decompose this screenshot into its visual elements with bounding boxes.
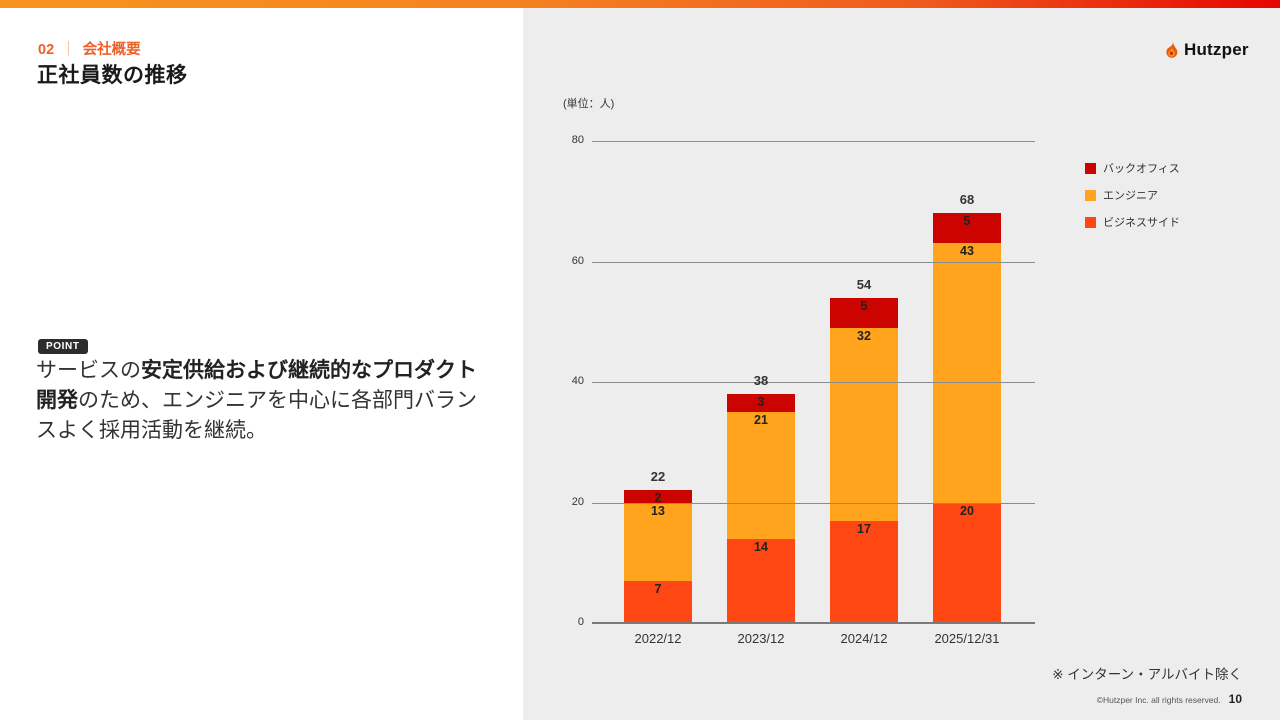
- bar-segment-value: 5: [963, 214, 971, 229]
- bar-segment-value: 21: [754, 413, 768, 428]
- point-text-normal: のため、エンジニアを中心に各部門バラン: [78, 388, 477, 412]
- x-axis-label: 2025/12/31: [934, 631, 1000, 646]
- bar-segment: 7: [624, 580, 692, 623]
- bar-segment-value: 5: [860, 298, 868, 313]
- gridline-y0: [592, 622, 1035, 624]
- bar-segment-value: 13: [651, 503, 665, 518]
- bar-segment: 43: [933, 243, 1001, 503]
- hutzper-logo: Hutzper: [1162, 40, 1249, 60]
- legend-label: バックオフィス: [1103, 163, 1180, 175]
- legend-swatch: [1085, 216, 1096, 228]
- bar-total-label: 38: [753, 373, 769, 389]
- bar-segment: 13: [624, 502, 692, 581]
- point-badge: POINT: [38, 339, 88, 354]
- page-number: 10: [1228, 692, 1242, 706]
- logo-text: Hutzper: [1184, 40, 1249, 59]
- bar-segment: 17: [830, 520, 898, 623]
- legend-swatch: [1085, 162, 1096, 174]
- section-label: 会社概要: [82, 42, 141, 58]
- legend-item: バックオフィス: [1085, 160, 1180, 176]
- y-tick-label: 0: [577, 616, 584, 628]
- gridline-y80: [592, 141, 1035, 142]
- y-tick-label: 40: [571, 375, 584, 387]
- legend-label: エンジニア: [1103, 190, 1158, 202]
- chart-footnote: ※ インターン・アルバイト除く: [1052, 667, 1242, 682]
- gridline-y40: [592, 382, 1035, 383]
- section-kicker: 02 ｜ 会社概要: [38, 38, 141, 59]
- hutzper-flame-icon: [1162, 41, 1181, 60]
- point-text-normal: サービスの: [36, 359, 141, 382]
- section-number: 02: [38, 42, 55, 58]
- point-text-bold: 安定供給および継続的なプロダクト: [141, 359, 477, 382]
- point-text-bold: 開発: [36, 388, 78, 412]
- chart-unit-label: (単位：人): [563, 98, 615, 110]
- bar-segment-value: 7: [654, 581, 662, 596]
- bar-total-label: 22: [650, 469, 666, 485]
- bar-segment-value: 20: [960, 503, 974, 518]
- bar-segment: 5: [933, 213, 1001, 244]
- x-axis-label: 2024/12: [840, 631, 888, 646]
- x-axis-label: 2023/12: [737, 631, 785, 646]
- bar-segment: 2: [624, 490, 692, 506]
- point-text-normal: スよく採用活動を継続。: [36, 418, 267, 442]
- bar-segment-value: 2: [654, 491, 662, 506]
- bar-segment: 5: [830, 297, 898, 328]
- bar-total-label: 68: [959, 192, 975, 208]
- bar-segment: 14: [727, 538, 795, 623]
- top-accent-bar: [0, 0, 1280, 8]
- bar-segment-value: 43: [960, 244, 974, 259]
- legend-label: ビジネスサイド: [1103, 217, 1180, 229]
- bar-segment-value: 14: [754, 539, 768, 554]
- kicker-separator: ｜: [61, 42, 76, 58]
- x-axis-label: 2022/12: [634, 631, 682, 646]
- bar-segment-value: 17: [857, 521, 871, 536]
- bar-segment-value: 3: [757, 395, 765, 410]
- y-tick-label: 60: [571, 254, 584, 267]
- point-text: サービスの安定供給および継続的なプロダクト開発のため、エンジニアを中心に各部門バ…: [36, 356, 514, 445]
- legend-swatch: [1085, 189, 1096, 201]
- bar-segment: 21: [727, 412, 795, 539]
- bar-segment: 3: [727, 394, 795, 413]
- bar-total-label: 54: [856, 276, 872, 292]
- page-title: 正社員数の推移: [37, 64, 188, 87]
- copyright: ©Hutzper Inc. all rights reserved. 10: [1097, 692, 1242, 706]
- copyright-text: ©Hutzper Inc. all rights reserved.: [1096, 695, 1221, 705]
- legend-item: ビジネスサイド: [1085, 214, 1180, 230]
- bar-segment: 20: [933, 502, 1001, 623]
- gridline-y20: [592, 502, 1035, 504]
- gridline-y60: [592, 261, 1035, 263]
- bar-segment-value: 32: [857, 328, 871, 343]
- y-tick-label: 80: [571, 134, 584, 146]
- stacked-bar-chart: 0 20 40 60 80 7 13 2 22 2022/12 14 21 3 38 2023/12 17 32…: [572, 134, 1035, 646]
- chart-legend: バックオフィス エンジニアビジネスサイド: [1085, 160, 1180, 230]
- y-tick-label: 20: [571, 495, 584, 508]
- legend-item: エンジニア: [1085, 187, 1180, 203]
- bar-segment: 32: [830, 327, 898, 521]
